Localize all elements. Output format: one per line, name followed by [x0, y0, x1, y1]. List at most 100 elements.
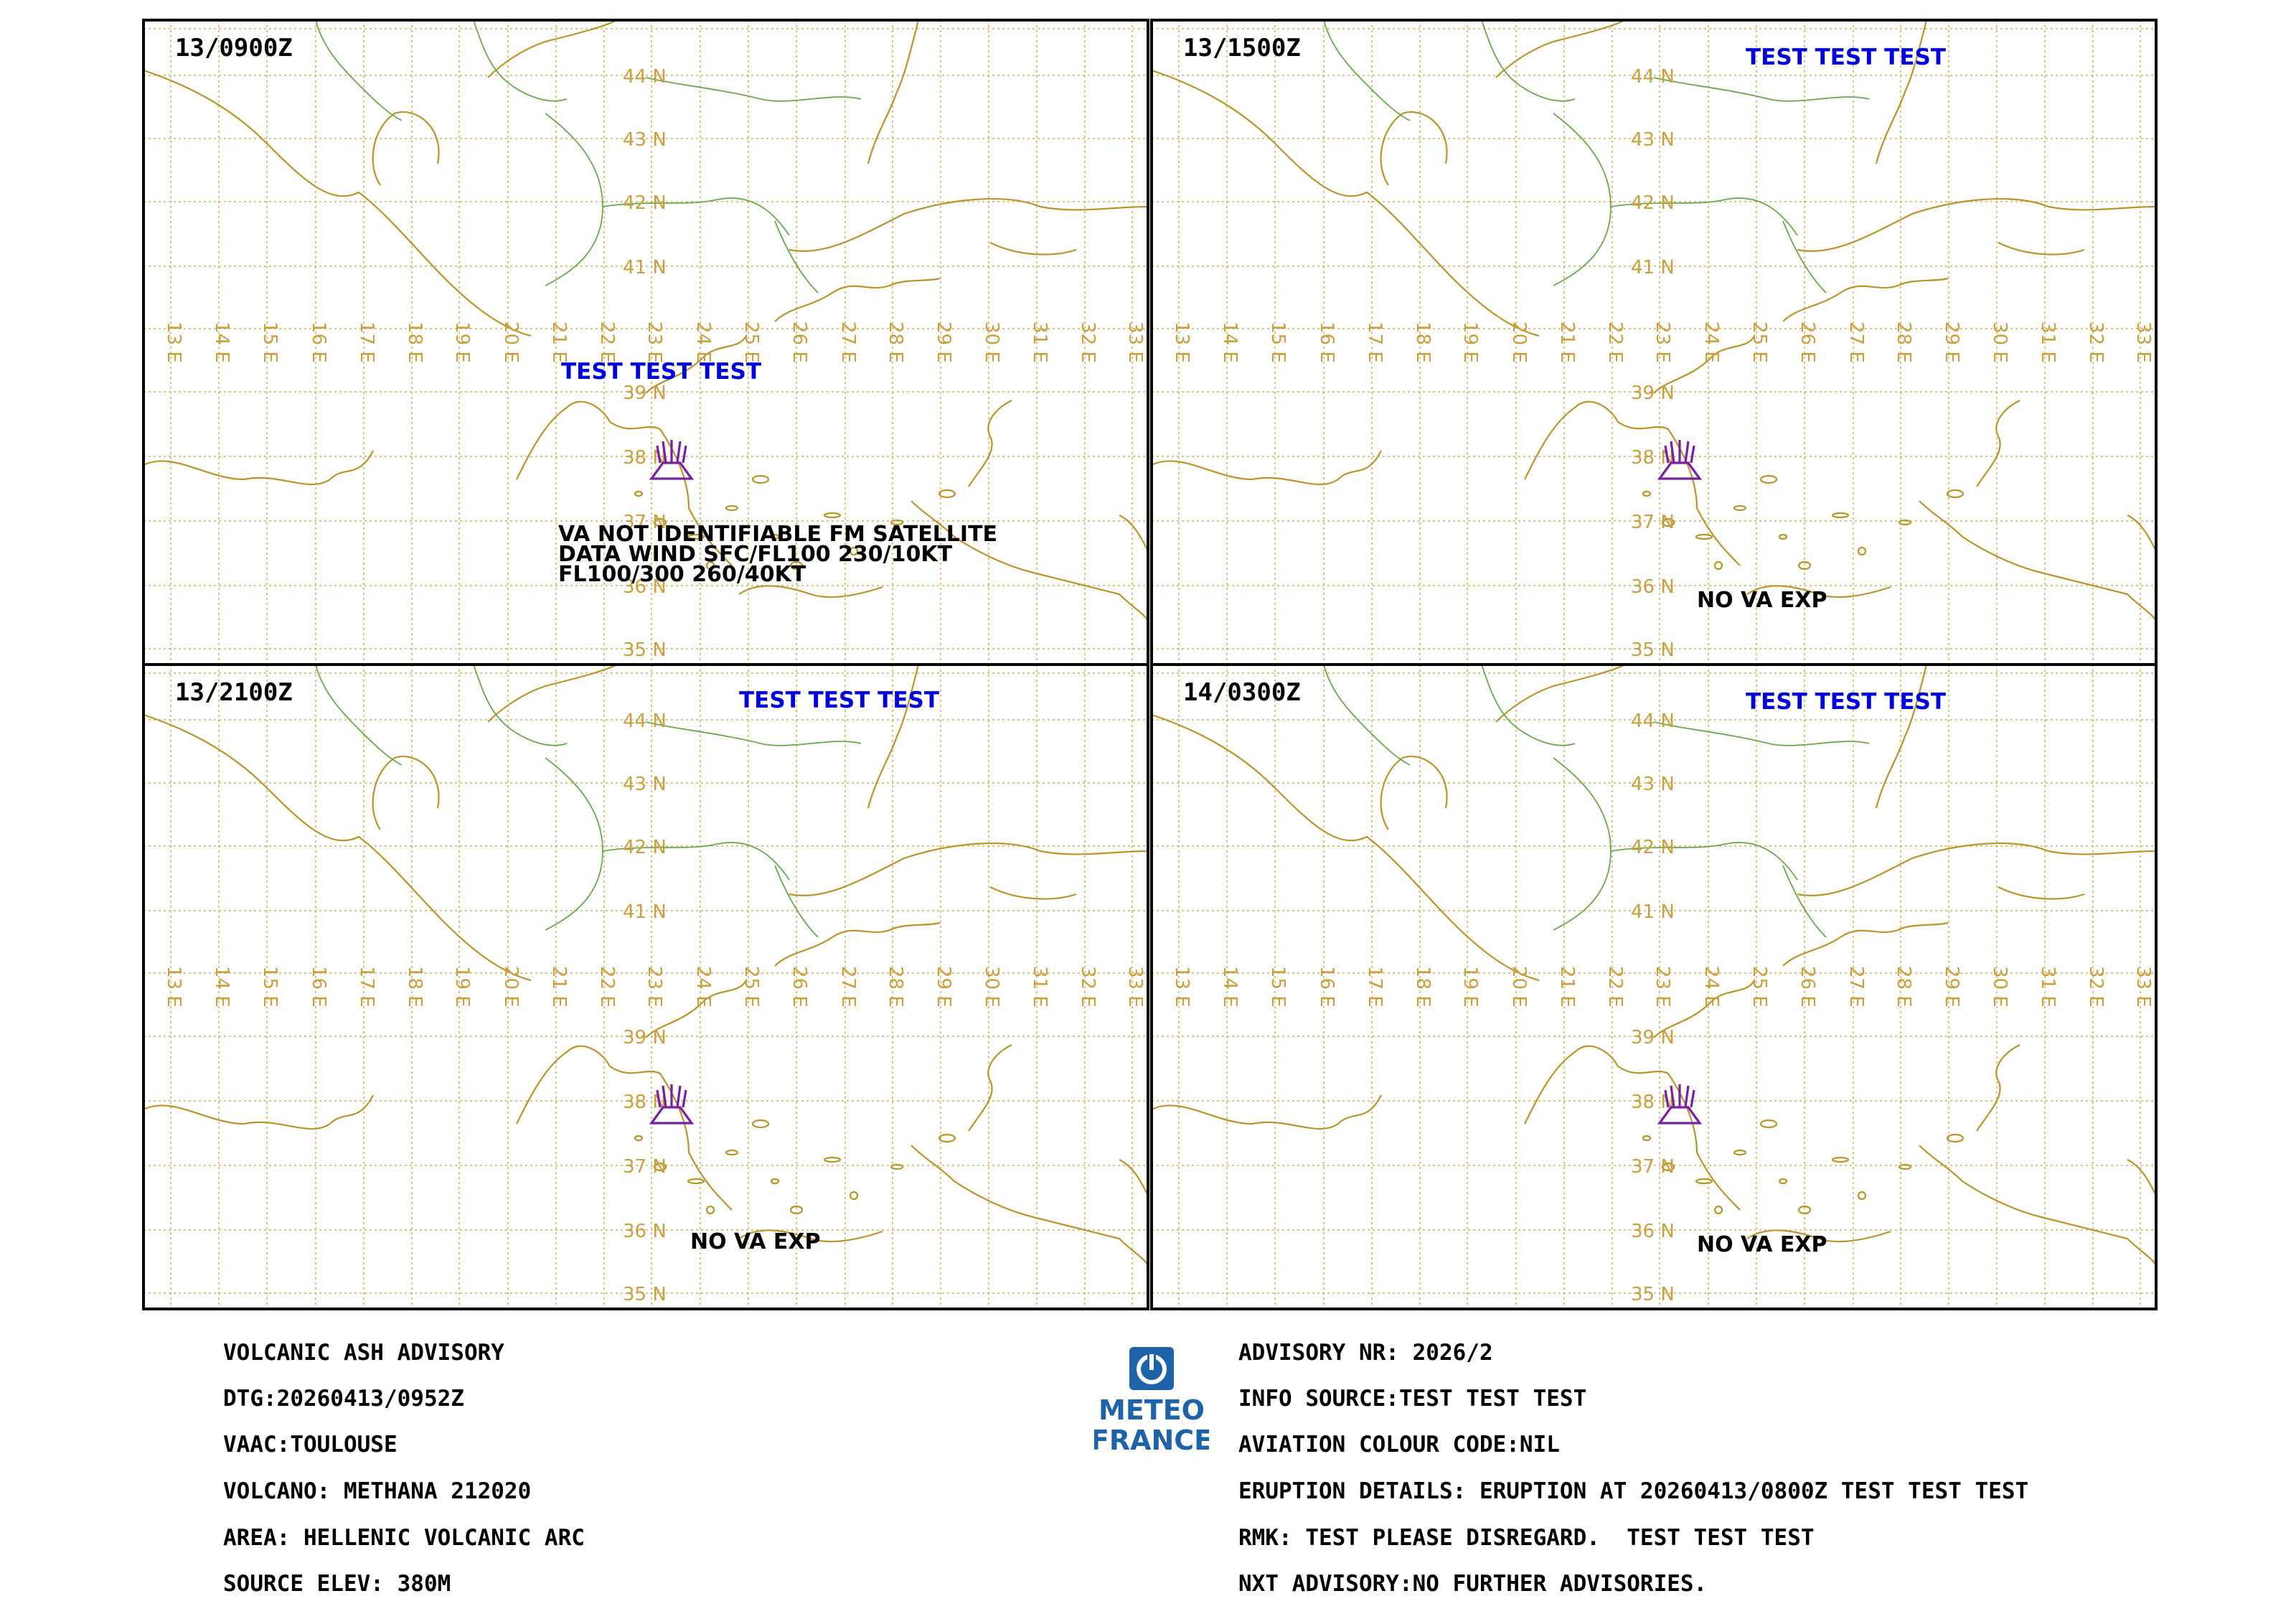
- longitude-label: 22 E: [1604, 321, 1626, 363]
- longitude-label: 21 E: [1556, 966, 1578, 1008]
- advisory-title: VOLCANIC ASH ADVISORY: [223, 1340, 504, 1366]
- longitude-label: 24 E: [692, 966, 714, 1008]
- longitude-label: 27 E: [1845, 966, 1867, 1008]
- latitude-label: 36 N: [623, 1221, 667, 1242]
- longitude-label: 31 E: [1029, 966, 1050, 1008]
- longitude-label: 32 E: [1077, 966, 1098, 1008]
- advisory-area: AREA: HELLENIC VOLCANIC ARC: [223, 1525, 585, 1551]
- longitude-label: 30 E: [981, 966, 1002, 1008]
- longitude-label: 17 E: [356, 966, 377, 1008]
- map-panel-3: 13 E 14 E 15 E 16 E 17 E 18 E 19 E 20 E 21 E 22 E…: [142, 663, 1149, 1310]
- lat-lon-grid: [144, 20, 1148, 665]
- longitude-label: 20 E: [1508, 321, 1530, 363]
- latitude-label: 39 N: [1631, 382, 1675, 404]
- lat-lon-grid: [144, 665, 1148, 1309]
- longitude-label: 15 E: [1267, 321, 1289, 363]
- longitude-label: 16 E: [1316, 966, 1337, 1008]
- advisory-volcano: VOLCANO: METHANA 212020: [223, 1478, 532, 1504]
- longitude-label: 13 E: [1171, 321, 1192, 363]
- volcano-icon: [1657, 440, 1703, 480]
- advisory-right-column: ADVISORY NR: 2026/2 INFO SOURCE:TEST TES…: [1238, 1342, 2171, 1600]
- ash-remark-text: NO VA EXP: [690, 1229, 821, 1254]
- latitude-label: 43 N: [1631, 774, 1675, 795]
- ash-remark-text: NO VA EXP: [1697, 588, 1827, 613]
- latitude-label: 41 N: [1631, 257, 1675, 278]
- longitude-label: 14 E: [211, 966, 232, 1008]
- latitude-label: 44 N: [623, 66, 667, 88]
- advisory-source-elev: SOURCE ELEV: 380M: [223, 1571, 451, 1597]
- advisory-number: ADVISORY NR: 2026/2: [1238, 1340, 1493, 1366]
- latitude-label: 39 N: [623, 382, 667, 404]
- forecast-time-label: 13/2100Z: [175, 678, 293, 707]
- longitude-label: 30 E: [1989, 966, 2010, 1008]
- longitude-label: 22 E: [1604, 966, 1626, 1008]
- longitude-label: 33 E: [2132, 966, 2154, 1008]
- latitude-label: 37 N: [1631, 1156, 1675, 1178]
- latitude-label: 36 N: [623, 576, 667, 598]
- ash-remark-text: VA NOT IDENTIFIABLE FM SATELLITE: [558, 522, 997, 547]
- longitude-label: 28 E: [885, 321, 906, 363]
- longitude-label: 25 E: [1749, 966, 1770, 1008]
- advisory-dtg: DTG:20260413/0952Z: [223, 1386, 464, 1412]
- longitude-label: 13 E: [163, 321, 184, 363]
- longitude-label: 25 E: [1749, 321, 1770, 363]
- latitude-label: 37 N: [623, 512, 667, 533]
- longitude-label: 30 E: [981, 321, 1002, 363]
- latitude-label: 42 N: [1631, 192, 1675, 214]
- volcano-icon: [649, 440, 695, 480]
- longitude-label: 18 E: [1412, 321, 1434, 363]
- longitude-label: 15 E: [1267, 966, 1289, 1008]
- coastlines: [1152, 20, 2156, 624]
- latitude-label: 43 N: [623, 774, 667, 795]
- map-panel-4: 13 E 14 E 15 E 16 E 17 E 18 E 19 E 20 E 21 E 22 E…: [1150, 663, 2158, 1310]
- panel-frame: [1150, 663, 2158, 1310]
- longitude-label: 13 E: [163, 966, 184, 1008]
- longitude-label: 20 E: [500, 321, 522, 363]
- latitude-label: 39 N: [623, 1027, 667, 1048]
- latitude-label: 44 N: [623, 710, 667, 732]
- longitude-label: 32 E: [1077, 321, 1098, 363]
- latitude-label: 35 N: [623, 1284, 667, 1305]
- longitude-label: 24 E: [1700, 321, 1722, 363]
- longitude-label: 19 E: [1459, 966, 1481, 1008]
- latitude-label: 36 N: [1631, 576, 1675, 598]
- longitude-label: 14 E: [1219, 321, 1241, 363]
- longitude-label: 24 E: [1700, 966, 1722, 1008]
- map-panel-1: 13 E 14 E 15 E 16 E 17 E 18 E 19 E 20 E 21 E 22 E…: [142, 19, 1149, 666]
- advisory-next: NXT ADVISORY:NO FURTHER ADVISORIES.: [1238, 1571, 1708, 1597]
- latitude-label: 37 N: [1631, 512, 1675, 533]
- longitude-label: 14 E: [211, 321, 232, 363]
- longitude-label: 15 E: [259, 966, 281, 1008]
- longitude-label: 26 E: [789, 966, 810, 1008]
- longitude-label: 19 E: [451, 321, 473, 363]
- longitude-label: 22 E: [596, 966, 618, 1008]
- longitude-label: 31 E: [2037, 966, 2059, 1008]
- longitude-label: 15 E: [259, 321, 281, 363]
- longitude-label: 17 E: [356, 321, 377, 363]
- longitude-label: 20 E: [1508, 966, 1530, 1008]
- forecast-time-label: 14/0300Z: [1183, 678, 1301, 707]
- longitude-label: 30 E: [1989, 321, 2010, 363]
- latitude-label: 44 N: [1631, 66, 1675, 88]
- advisory-left-column: VOLCANIC ASH ADVISORY DTG:20260413/0952Z…: [223, 1342, 1048, 1600]
- lat-lon-grid: [1152, 665, 2156, 1309]
- longitude-label: 31 E: [2037, 321, 2059, 363]
- advisory-remark: RMK: TEST PLEASE DISREGARD. TEST TEST TE…: [1238, 1525, 1815, 1551]
- longitude-label: 14 E: [1219, 966, 1241, 1008]
- coastlines: [1152, 665, 2156, 1268]
- longitude-label: 17 E: [1364, 966, 1385, 1008]
- longitude-label: 16 E: [308, 966, 329, 1008]
- longitude-label: 19 E: [451, 966, 473, 1008]
- latitude-label: 44 N: [1631, 710, 1675, 732]
- ash-remark-text: NO VA EXP: [1697, 1232, 1827, 1257]
- longitude-label: 23 E: [1652, 321, 1673, 363]
- advisory-colour-code: AVIATION COLOUR CODE:NIL: [1238, 1432, 1560, 1458]
- longitude-label: 24 E: [692, 321, 714, 363]
- longitude-label: 18 E: [404, 966, 425, 1008]
- longitude-label: 27 E: [837, 966, 859, 1008]
- country-borders: [1323, 665, 1870, 938]
- country-borders: [1323, 20, 1870, 294]
- longitude-label: 25 E: [740, 966, 762, 1008]
- lat-lon-grid: [1152, 20, 2156, 665]
- latitude-label: 41 N: [623, 901, 667, 923]
